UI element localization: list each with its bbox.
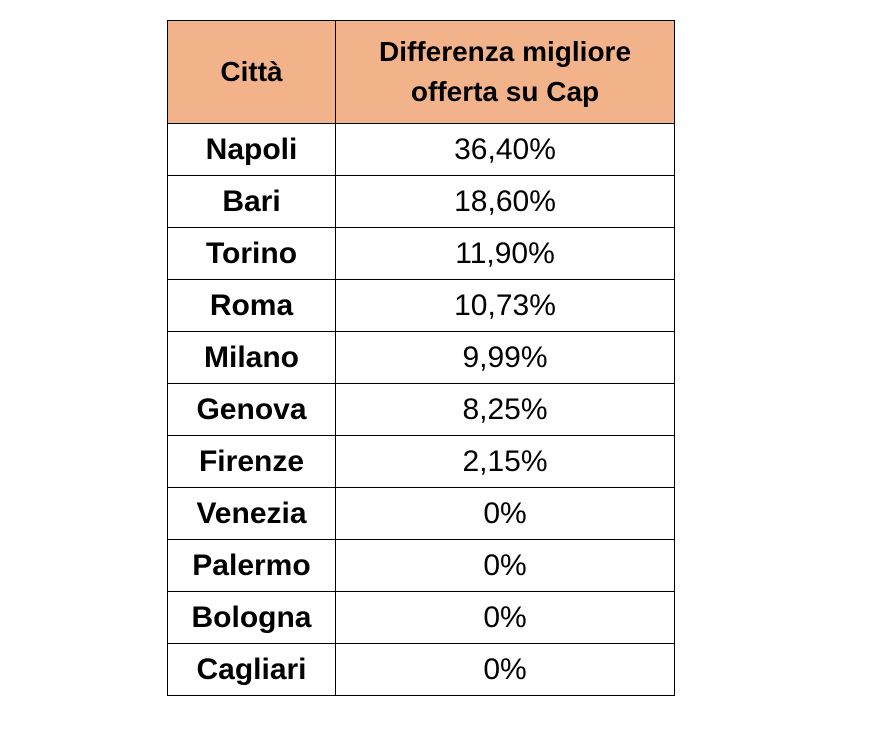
city-cell: Firenze <box>167 435 336 488</box>
difference-cell: 0% <box>335 591 675 644</box>
table-row: Torino 11,90% <box>167 227 675 280</box>
difference-cell: 11,90% <box>335 227 675 280</box>
difference-column-header: Differenza migliore offerta su Cap <box>335 20 675 124</box>
city-offer-difference-table: Città Differenza migliore offerta su Cap… <box>167 20 675 696</box>
difference-cell: 0% <box>335 643 675 696</box>
city-cell: Venezia <box>167 487 336 540</box>
difference-cell: 0% <box>335 539 675 592</box>
table-body: Napoli 36,40% Bari 18,60% Torino 11,90% … <box>167 123 675 696</box>
table-row: Cagliari 0% <box>167 643 675 696</box>
difference-cell: 10,73% <box>335 279 675 332</box>
city-cell: Roma <box>167 279 336 332</box>
city-cell: Palermo <box>167 539 336 592</box>
city-cell: Bologna <box>167 591 336 644</box>
table-row: Napoli 36,40% <box>167 123 675 176</box>
table-row: Firenze 2,15% <box>167 435 675 488</box>
difference-cell: 8,25% <box>335 383 675 436</box>
table-header: Città Differenza migliore offerta su Cap <box>167 20 675 124</box>
table-row: Milano 9,99% <box>167 331 675 384</box>
city-cell: Cagliari <box>167 643 336 696</box>
city-cell: Napoli <box>167 123 336 176</box>
table-row: Bologna 0% <box>167 591 675 644</box>
header-row: Città Differenza migliore offerta su Cap <box>167 20 675 124</box>
city-cell: Bari <box>167 175 336 228</box>
table-row: Roma 10,73% <box>167 279 675 332</box>
city-column-header: Città <box>167 20 336 124</box>
difference-cell: 0% <box>335 487 675 540</box>
difference-cell: 36,40% <box>335 123 675 176</box>
difference-cell: 9,99% <box>335 331 675 384</box>
table-row: Venezia 0% <box>167 487 675 540</box>
table-row: Palermo 0% <box>167 539 675 592</box>
table-row: Bari 18,60% <box>167 175 675 228</box>
city-cell: Milano <box>167 331 336 384</box>
difference-cell: 2,15% <box>335 435 675 488</box>
city-cell: Torino <box>167 227 336 280</box>
difference-cell: 18,60% <box>335 175 675 228</box>
city-cell: Genova <box>167 383 336 436</box>
table-row: Genova 8,25% <box>167 383 675 436</box>
